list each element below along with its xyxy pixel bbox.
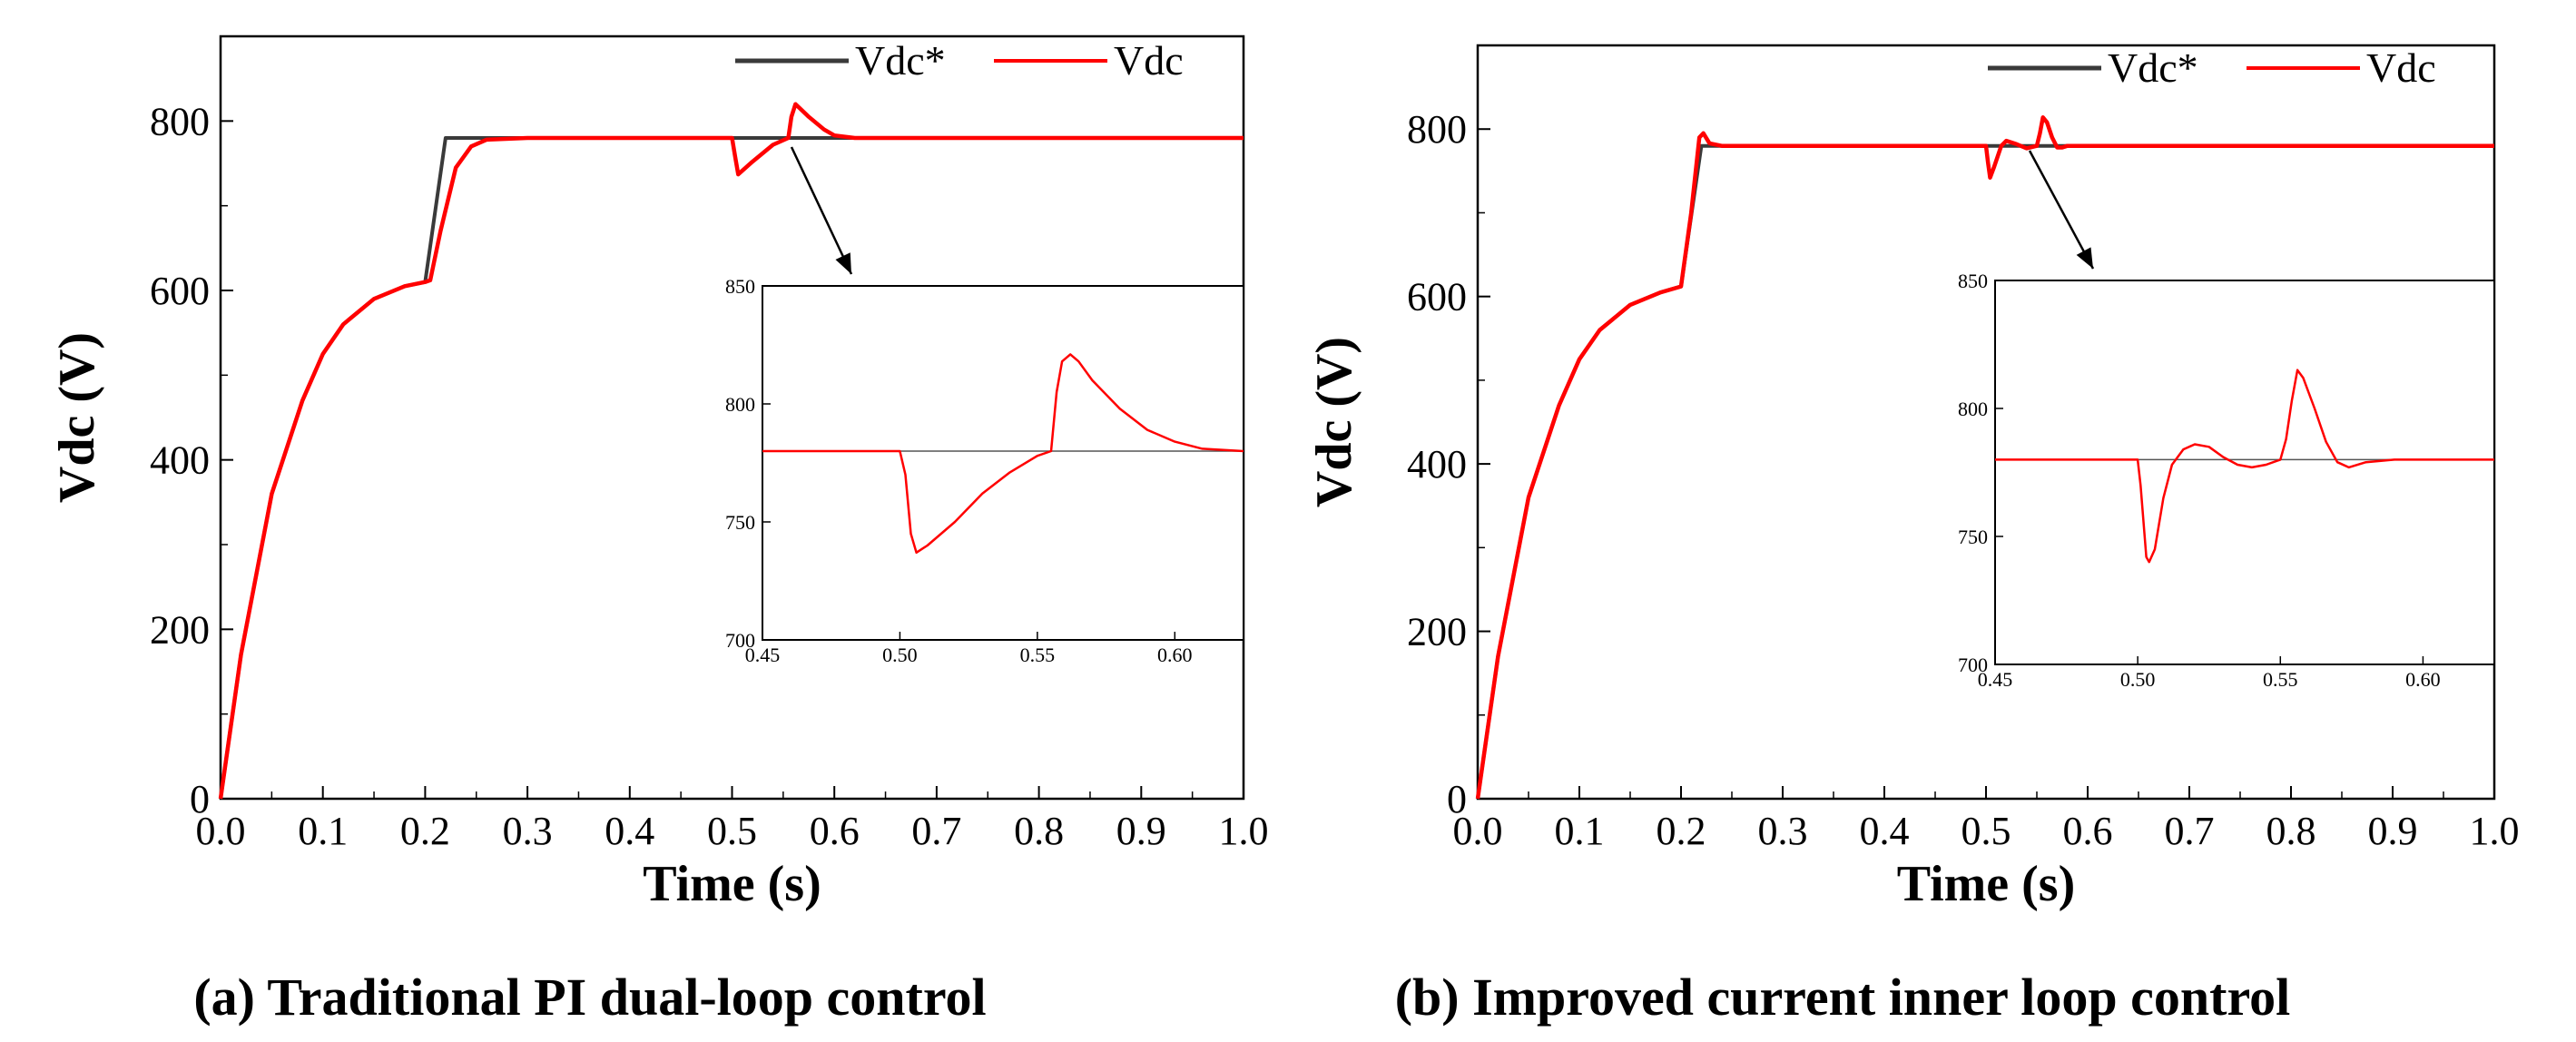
x-tick-label: 0.6 [810, 809, 860, 853]
x-tick-label: 0.2 [400, 809, 450, 853]
inset-series-line-vdc [762, 353, 1244, 555]
panel-caption: (b) Improved current inner loop control [1395, 968, 2291, 1027]
x-tick-label: 0.0 [196, 809, 246, 853]
y-tick-label: 800 [1407, 107, 1467, 152]
x-tick-label: 0.1 [1555, 809, 1605, 853]
x-tick-label: 0.5 [1961, 809, 2011, 853]
legend: Vdc* Vdc [735, 37, 1184, 84]
x-tick-label: 1.0 [2470, 809, 2520, 853]
inset-y-tick-label: 700 [725, 629, 755, 652]
inset-y-tick-label: 750 [1958, 526, 1988, 548]
y-tick-label: 600 [1407, 275, 1467, 319]
panel-caption: (a) Traditional PI dual-loop control [193, 968, 986, 1027]
x-axis-title: Time (s) [643, 856, 821, 912]
x-tick-label: 0.7 [2165, 809, 2215, 853]
inset-x-tick-label: 0.60 [2405, 668, 2441, 691]
x-tick-label: 0.3 [503, 809, 553, 853]
y-tick-label: 200 [150, 607, 210, 652]
series-line-vdc [218, 102, 1244, 800]
inset-chart: 0.45 0.50 0.55 0.60 700 750 800 850 [1958, 270, 2495, 691]
x-tick-label: 0.1 [298, 809, 348, 853]
legend-label: Vdc* [2108, 44, 2198, 91]
x-axis-title: Time (s) [1897, 856, 2076, 912]
inset-x-tick-label: 0.55 [2263, 668, 2298, 691]
zoom-arrow-line [2028, 150, 2095, 270]
x-tick-label: 0.4 [1860, 809, 1910, 853]
inset-y-tick-label: 800 [1958, 398, 1988, 420]
y-axis-title: Vdc (V) [1306, 337, 1362, 507]
legend-label: Vdc* [855, 37, 946, 84]
x-tick-label: 0.8 [2266, 809, 2316, 853]
x-axis: 0.0 0.1 0.2 0.3 0.4 0.5 0.6 0.7 0.8 0.9 1.0 [196, 786, 1269, 853]
panels: 0.0 0.1 0.2 0.3 0.4 0.5 0.6 0.7 0.8 0.9 1.0 0 200 400… [49, 34, 2520, 1027]
x-tick-label: 0.9 [2368, 809, 2418, 853]
x-tick-label: 0.5 [707, 809, 757, 853]
inset-series-line-vdc [1995, 369, 2494, 564]
series-line-vdc [1475, 115, 2494, 800]
x-tick-label: 0.4 [605, 809, 654, 853]
x-tick-label: 0.2 [1657, 809, 1706, 853]
y-tick-label: 0 [190, 777, 210, 821]
zoom-arrow-head [835, 252, 851, 274]
legend: Vdc* Vdc [1988, 44, 2436, 91]
inset-x-tick-label: 0.50 [2120, 668, 2156, 691]
inset-y-tick-label: 850 [1958, 270, 1988, 292]
x-tick-label: 1.0 [1219, 809, 1269, 853]
inset-x-tick-label: 0.45 [745, 644, 781, 666]
x-tick-label: 0.7 [911, 809, 961, 853]
inset-y-tick-label: 750 [725, 511, 755, 534]
inset-y-tick-label: 850 [725, 275, 755, 298]
y-tick-label: 600 [150, 269, 210, 313]
x-tick-label: 0.0 [1453, 809, 1503, 853]
inset-frame [762, 285, 1244, 641]
x-tick-label: 0.6 [2063, 809, 2113, 853]
y-tick-label: 0 [1447, 777, 1467, 821]
y-axis: 0 200 400 600 800 [1407, 107, 1490, 821]
inset-x-tick-label: 0.50 [882, 644, 918, 666]
legend-label: Vdc [2366, 44, 2436, 91]
x-tick-label: 0.9 [1116, 809, 1166, 853]
y-tick-label: 400 [150, 438, 210, 483]
y-tick-label: 200 [1407, 610, 1467, 654]
inset-x-tick-label: 0.45 [1978, 668, 2013, 691]
x-tick-label: 0.8 [1014, 809, 1064, 853]
y-tick-label: 400 [1407, 442, 1467, 487]
inset-y-tick-label: 800 [725, 393, 755, 416]
inset-x-tick-label: 0.55 [1020, 644, 1056, 666]
inset-frame [1994, 280, 2495, 665]
chart-panel-1: 0.0 0.1 0.2 0.3 0.4 0.5 0.6 0.7 0.8 0.9 1.0 0 200 400… [49, 34, 1269, 1027]
y-tick-label: 800 [150, 99, 210, 143]
zoom-arrow-line [790, 146, 853, 275]
chart-panel-2: 0.0 0.1 0.2 0.3 0.4 0.5 0.6 0.7 0.8 0.9 1.0 0 200 400… [1306, 44, 2520, 1027]
y-axis: 0 200 400 600 800 [150, 99, 233, 821]
x-axis: 0.0 0.1 0.2 0.3 0.4 0.5 0.6 0.7 0.8 0.9 1.0 [1453, 786, 2520, 853]
inset-y-tick-label: 700 [1958, 654, 1988, 676]
y-axis-title: Vdc (V) [49, 332, 105, 503]
inset-x-tick-label: 0.60 [1157, 644, 1193, 666]
zoom-arrow-head [2076, 247, 2093, 269]
x-tick-label: 0.3 [1758, 809, 1808, 853]
inset-chart: 0.45 0.50 0.55 0.60 700 750 800 850 [725, 275, 1244, 666]
legend-label: Vdc [1114, 37, 1184, 84]
